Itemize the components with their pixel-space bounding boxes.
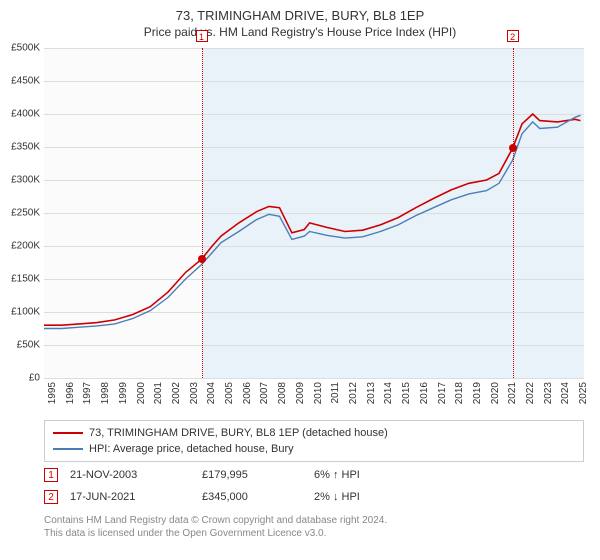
- annotation-number: 1: [44, 468, 58, 482]
- series-line: [44, 115, 581, 328]
- x-tick-label: 2020: [490, 382, 501, 404]
- x-tick-label: 2010: [313, 382, 324, 404]
- annotation-date: 17-JUN-2021: [70, 491, 190, 503]
- y-tick-label: £0: [0, 373, 40, 384]
- x-tick-label: 2021: [507, 382, 518, 404]
- footer-line: Contains HM Land Registry data © Crown c…: [44, 514, 584, 527]
- annotation-price: £345,000: [202, 491, 302, 503]
- annotation-pct: 2% ↓ HPI: [314, 491, 394, 503]
- y-tick-label: £450K: [0, 76, 40, 87]
- footer-line: This data is licensed under the Open Gov…: [44, 527, 584, 540]
- legend-swatch: [53, 448, 83, 450]
- x-tick-label: 2011: [330, 382, 341, 404]
- x-tick-label: 2005: [224, 382, 235, 404]
- y-tick-label: £400K: [0, 109, 40, 120]
- x-tick-label: 2023: [543, 382, 554, 404]
- annotation-date: 21-NOV-2003: [70, 469, 190, 481]
- x-tick-label: 1998: [100, 382, 111, 404]
- x-tick-label: 2008: [277, 382, 288, 404]
- x-tick-label: 2025: [578, 382, 589, 404]
- chart-plot-area: 12: [44, 48, 584, 378]
- legend-swatch: [53, 432, 83, 434]
- y-tick-label: £500K: [0, 43, 40, 54]
- x-tick-label: 2018: [454, 382, 465, 404]
- x-tick-label: 2014: [383, 382, 394, 404]
- x-tick-label: 2007: [259, 382, 270, 404]
- y-tick-label: £250K: [0, 208, 40, 219]
- table-row: 1 21-NOV-2003 £179,995 6% ↑ HPI: [44, 464, 584, 486]
- chart-container: 73, TRIMINGHAM DRIVE, BURY, BL8 1EP Pric…: [0, 0, 600, 560]
- x-tick-label: 1999: [118, 382, 129, 404]
- annotation-marker: 1: [196, 30, 208, 42]
- legend-item: HPI: Average price, detached house, Bury: [53, 441, 575, 457]
- annotations-table: 1 21-NOV-2003 £179,995 6% ↑ HPI 2 17-JUN…: [44, 464, 584, 508]
- legend: 73, TRIMINGHAM DRIVE, BURY, BL8 1EP (det…: [44, 420, 584, 462]
- annotation-number: 2: [44, 490, 58, 504]
- x-tick-label: 2009: [295, 382, 306, 404]
- y-tick-label: £150K: [0, 274, 40, 285]
- x-tick-label: 1995: [47, 382, 58, 404]
- x-tick-label: 2000: [136, 382, 147, 404]
- x-tick-label: 2002: [171, 382, 182, 404]
- x-tick-label: 2015: [401, 382, 412, 404]
- x-tick-label: 2006: [242, 382, 253, 404]
- x-tick-label: 2016: [419, 382, 430, 404]
- y-tick-label: £300K: [0, 175, 40, 186]
- x-tick-label: 2003: [189, 382, 200, 404]
- legend-item: 73, TRIMINGHAM DRIVE, BURY, BL8 1EP (det…: [53, 425, 575, 441]
- chart-title: 73, TRIMINGHAM DRIVE, BURY, BL8 1EP: [0, 0, 600, 23]
- y-tick-label: £50K: [0, 340, 40, 351]
- y-tick-label: £200K: [0, 241, 40, 252]
- x-tick-label: 1997: [82, 382, 93, 404]
- footer-attribution: Contains HM Land Registry data © Crown c…: [44, 514, 584, 540]
- annotation-price: £179,995: [202, 469, 302, 481]
- y-tick-label: £100K: [0, 307, 40, 318]
- annotation-pct: 6% ↑ HPI: [314, 469, 394, 481]
- x-tick-label: 2001: [153, 382, 164, 404]
- x-tick-label: 2004: [206, 382, 217, 404]
- x-tick-label: 2013: [366, 382, 377, 404]
- legend-label: HPI: Average price, detached house, Bury: [89, 443, 294, 455]
- annotation-marker: 2: [507, 30, 519, 42]
- x-tick-label: 2017: [437, 382, 448, 404]
- y-tick-label: £350K: [0, 142, 40, 153]
- x-tick-label: 2012: [348, 382, 359, 404]
- series-line: [44, 114, 581, 325]
- table-row: 2 17-JUN-2021 £345,000 2% ↓ HPI: [44, 486, 584, 508]
- x-tick-label: 2022: [525, 382, 536, 404]
- x-tick-label: 1996: [65, 382, 76, 404]
- series-lines: [44, 48, 584, 378]
- x-tick-label: 2019: [472, 382, 483, 404]
- x-tick-label: 2024: [560, 382, 571, 404]
- legend-label: 73, TRIMINGHAM DRIVE, BURY, BL8 1EP (det…: [89, 427, 388, 439]
